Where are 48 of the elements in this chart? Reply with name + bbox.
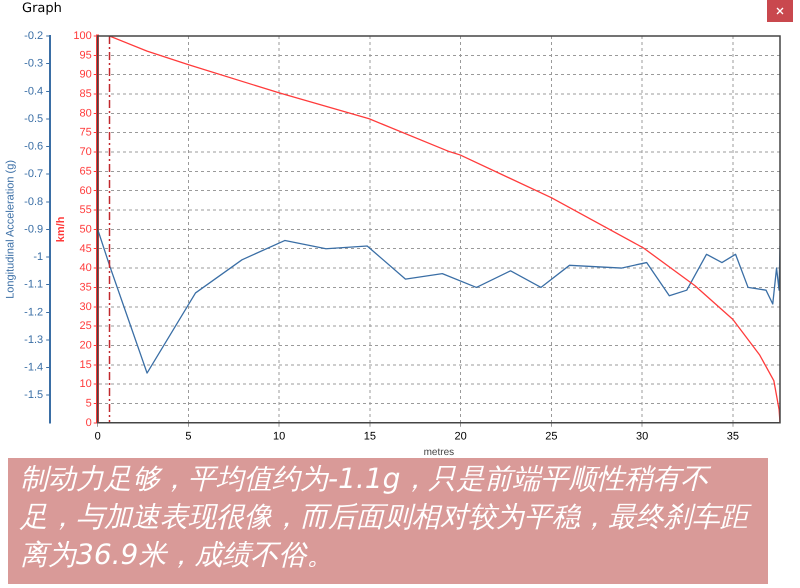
y-tick-label: 85 — [79, 88, 92, 100]
y-tick-label: 0 — [86, 416, 92, 429]
y2-tick-label: -0.5 — [24, 112, 44, 125]
y2-tick-label: -0.3 — [24, 58, 44, 70]
y2-tick-label: -1.5 — [24, 389, 44, 402]
y2-tick-label: -0.2 — [24, 30, 44, 42]
x-tick-label: 30 — [636, 430, 648, 442]
y2-tick-label: -0.9 — [24, 223, 44, 236]
y-tick-label: 90 — [79, 68, 92, 81]
text: 制动力足够，平均值约为-1.1g，只是前端平顺性稍有不足，与加速表现很像，而后面则相对较为平稳，最终刹车距离为36.9米，成绩不俗。 — [8, 458, 768, 584]
y-tick-label: 45 — [79, 242, 92, 255]
y2-axis-title: Longitudinal Acceleration (g) — [4, 160, 17, 299]
x-tick-label: 10 — [273, 430, 286, 442]
y-tick-label: 25 — [79, 320, 92, 332]
y-tick-label: 15 — [79, 358, 92, 371]
y2-tick-label: -0.8 — [24, 196, 44, 208]
y-tick-label: 10 — [79, 378, 92, 390]
x-tick-label: 20 — [454, 430, 467, 442]
x-tick-label: 0 — [94, 430, 101, 442]
y2-tick-label: -1.3 — [24, 334, 44, 346]
y-axis-title: km/h — [54, 216, 67, 242]
y-tick-label: 100 — [73, 30, 92, 42]
chart-title: Graph — [22, 1, 62, 16]
y-tick-label: 30 — [79, 300, 92, 313]
y2-tick-label: -0.7 — [24, 168, 44, 180]
y-tick-label: 60 — [79, 184, 92, 197]
y2-tick-label: -1.1 — [24, 278, 44, 291]
x-axis-title: metres — [424, 446, 454, 458]
x-tick-label: 15 — [364, 430, 376, 442]
y-tick-label: 40 — [79, 262, 92, 274]
y-tick-label: 70 — [79, 146, 92, 158]
y2-tick-label: -1.2 — [24, 306, 44, 318]
y-tick-label: 65 — [79, 165, 92, 178]
x-tick-label: 35 — [726, 430, 739, 442]
y2-tick-label: -0.4 — [24, 85, 44, 98]
y2-tick-label: -0.6 — [24, 140, 44, 153]
y-tick-label: 5 — [86, 397, 92, 410]
y-tick-label: 55 — [79, 204, 92, 216]
y-tick-label: 95 — [79, 49, 92, 62]
x-tick-label: 5 — [185, 430, 192, 442]
y2-tick-label: -1 — [33, 251, 44, 264]
y-tick-label: 75 — [79, 126, 92, 139]
y-tick-label: 80 — [79, 107, 92, 120]
y-tick-label: 20 — [79, 339, 92, 352]
y-tick-label: 50 — [79, 223, 92, 236]
y-tick-label: 35 — [79, 281, 92, 294]
y2-tick-label: -1.4 — [24, 362, 44, 374]
x-tick-label: 25 — [545, 430, 558, 442]
